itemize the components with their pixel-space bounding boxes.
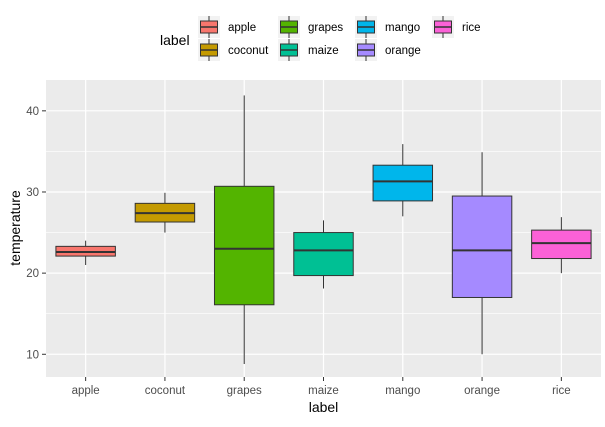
x-tick-label-orange: orange <box>464 385 500 397</box>
box-rect-orange <box>451 195 513 298</box>
y-axis: 10 20 30 40 <box>26 106 46 361</box>
legend-label-apple: apple <box>228 22 256 34</box>
box-rect-mango <box>372 164 434 202</box>
x-axis-title: label <box>309 399 339 415</box>
x-axis: apple coconut grapes maize mango orange rice <box>72 377 571 397</box>
x-tick-label-mango: mango <box>385 385 420 397</box>
x-tick-label-coconut: coconut <box>145 385 186 397</box>
legend-item-mango: mango <box>355 16 420 38</box>
y-axis-title: temperature <box>7 190 23 266</box>
box-coconut <box>134 192 196 233</box>
legend-item-maize: maize <box>278 39 339 61</box>
legend-item-rice: rice <box>432 16 481 38</box>
box-series <box>55 95 592 365</box>
x-tick-label-maize: maize <box>308 385 339 397</box>
legend-title: label <box>160 32 190 48</box>
box-mango <box>372 144 434 217</box>
legend-label-mango: mango <box>385 22 420 34</box>
box-apple <box>55 240 116 266</box>
box-rect-maize <box>293 232 354 277</box>
box-rect-rice <box>531 229 592 260</box>
x-tick-label-grapes: grapes <box>227 385 262 397</box>
box-orange <box>451 152 513 355</box>
y-tick-label: 20 <box>26 268 39 280</box>
legend-label-coconut: coconut <box>228 45 269 57</box>
legend-item-apple: apple <box>198 16 256 38</box>
legend-label-rice: rice <box>462 22 481 34</box>
legend: label apple coconut grapes maize mango orange… <box>160 16 481 61</box>
legend-label-grapes: grapes <box>308 22 343 34</box>
y-tick-label: 40 <box>26 106 39 118</box>
box-rect-grapes <box>213 185 275 306</box>
x-tick-label-rice: rice <box>552 385 571 397</box>
box-maize <box>293 220 354 289</box>
box-grapes <box>213 95 275 365</box>
legend-item-coconut: coconut <box>198 39 269 61</box>
legend-label-maize: maize <box>308 45 339 57</box>
legend-item-grapes: grapes <box>278 16 343 38</box>
legend-label-orange: orange <box>385 45 421 57</box>
legend-item-orange: orange <box>355 39 421 61</box>
y-tick-label: 10 <box>26 349 39 361</box>
x-tick-label-apple: apple <box>72 385 100 397</box>
box-rice <box>531 217 592 274</box>
y-tick-label: 30 <box>26 187 39 199</box>
